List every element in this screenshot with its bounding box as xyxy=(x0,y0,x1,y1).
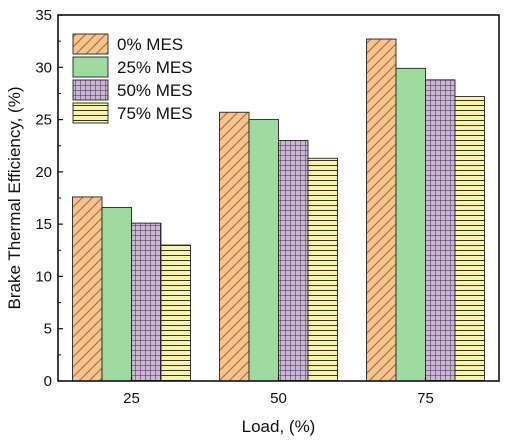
y-tick-label: 10 xyxy=(35,268,52,285)
bars-layer xyxy=(72,38,485,382)
legend-label: 0% MES xyxy=(117,35,183,54)
bar-25-mes-75 xyxy=(395,67,426,382)
y-axis-title: Brake Thermal Efficiency, (%) xyxy=(5,87,24,310)
x-axis: 25 50 75 xyxy=(123,377,434,407)
y-tick-label: 20 xyxy=(35,164,52,181)
bar-75-mes-25 xyxy=(160,244,191,382)
y-tick-label: 30 xyxy=(35,59,52,76)
bar-25-mes-50 xyxy=(248,119,279,382)
legend-swatch xyxy=(72,79,109,101)
y-tick-label: 15 xyxy=(35,216,52,233)
bar-0-mes-50 xyxy=(219,111,250,382)
y-tick-label: 0 xyxy=(44,373,52,390)
y-tick-label: 5 xyxy=(44,321,52,338)
y-tick-label: 25 xyxy=(35,112,52,129)
bar-75-mes-50 xyxy=(307,157,338,382)
legend-label: 25% MES xyxy=(117,58,193,77)
bar-0-mes-25 xyxy=(72,196,103,382)
x-tick-label: 50 xyxy=(270,390,287,407)
legend-swatch xyxy=(72,33,109,55)
x-tick-label: 75 xyxy=(417,390,434,407)
y-tick-label: 35 xyxy=(35,7,52,24)
x-axis-title: Load, (%) xyxy=(242,417,316,436)
bar-0-mes-75 xyxy=(366,38,397,382)
bar-25-mes-25 xyxy=(101,206,132,382)
x-tick-label: 25 xyxy=(123,390,140,407)
legend: 0% MES 25% MES 50% MES 75% MES xyxy=(72,33,193,124)
bar-50-mes-25 xyxy=(131,222,162,382)
legend-swatch xyxy=(72,56,109,78)
bar-75-mes-75 xyxy=(454,96,485,382)
y-axis: 0 5 10 15 20 25 30 35 xyxy=(35,7,63,390)
legend-label: 50% MES xyxy=(117,81,193,100)
legend-swatch xyxy=(72,102,109,124)
bar-50-mes-50 xyxy=(278,140,309,382)
legend-label: 75% MES xyxy=(117,104,193,123)
bar-50-mes-75 xyxy=(425,79,456,382)
